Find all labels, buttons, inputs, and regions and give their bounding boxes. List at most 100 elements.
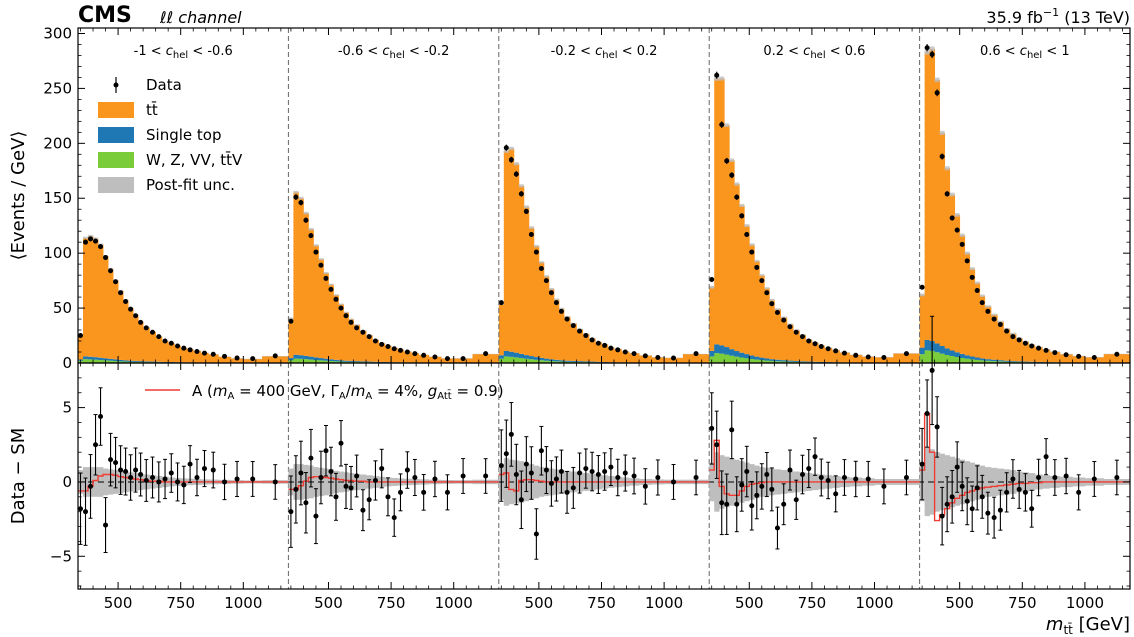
data-point <box>655 355 661 361</box>
data-point <box>759 278 765 284</box>
single_top-bar <box>997 360 1004 362</box>
data-point <box>954 464 960 470</box>
ewk-bar <box>764 360 770 363</box>
data-point <box>974 288 980 294</box>
data-point <box>118 290 124 296</box>
ewk-bar <box>714 353 720 363</box>
ewk-bar <box>774 361 781 363</box>
ttbar-bar <box>974 282 981 358</box>
data-point <box>498 463 504 469</box>
ttbar-bar <box>849 354 863 363</box>
data-point <box>979 494 985 500</box>
ttbar-bar <box>193 350 202 363</box>
ttbar-bar <box>749 244 755 356</box>
single_top-bar <box>558 360 565 362</box>
x-tick-label: 500 <box>314 594 343 612</box>
data-point <box>774 525 780 531</box>
ttbar-bar <box>168 343 175 363</box>
top-unc-band <box>724 123 730 128</box>
data-point <box>781 317 787 323</box>
data-point <box>1091 476 1097 482</box>
data-point <box>432 354 438 360</box>
data-point <box>853 476 859 482</box>
single_top-bar <box>328 359 334 362</box>
data-point <box>303 500 309 506</box>
data-point <box>118 467 124 473</box>
ttbar-bar <box>793 330 800 361</box>
ttbar-bar <box>498 303 505 356</box>
top-unc-band <box>984 305 991 308</box>
data-point <box>548 290 554 296</box>
post-fit-unc-band <box>714 452 720 512</box>
data-point <box>168 470 174 476</box>
ewk-bar <box>974 359 981 363</box>
data-point <box>564 316 570 322</box>
data-point <box>764 472 770 478</box>
single_top-bar <box>974 357 981 360</box>
data-point <box>372 477 378 483</box>
data-point <box>793 329 799 335</box>
data-point <box>272 479 278 485</box>
y-tick-label: 250 <box>43 79 72 97</box>
single_top-bar <box>1016 361 1023 363</box>
data-point <box>379 341 385 347</box>
data-point <box>985 510 991 516</box>
y-tick-label: 0 <box>62 473 72 491</box>
ttbar-bar <box>118 290 124 360</box>
ttbar-bar <box>811 342 819 362</box>
ttbar-bar <box>328 284 334 360</box>
ewk-bar <box>964 358 971 363</box>
ttbar-bar <box>861 356 875 363</box>
data-point <box>800 472 806 478</box>
data-point <box>421 489 427 495</box>
data-point <box>156 334 162 340</box>
single_top-bar <box>348 360 354 362</box>
data-point <box>103 522 109 528</box>
ewk-bar <box>749 359 755 363</box>
data-point <box>671 355 677 361</box>
lumi-exponent: −1 <box>1043 6 1059 19</box>
single_top-bar <box>1009 361 1017 362</box>
data-point <box>1091 355 1097 361</box>
data-point <box>558 308 564 314</box>
ttbar-bar <box>570 323 577 361</box>
data-point <box>642 353 648 359</box>
ttbar-bar <box>1049 351 1061 363</box>
ewk-bar <box>528 359 535 363</box>
data-point <box>354 325 360 331</box>
single_top-bar <box>538 357 545 361</box>
data-point <box>444 489 450 495</box>
data-point <box>729 172 735 178</box>
ttbar-bar <box>200 352 209 363</box>
single_top-bar <box>754 356 760 360</box>
ttbar-bar <box>839 352 850 363</box>
single_top-bar <box>288 358 294 361</box>
data-point <box>615 347 621 353</box>
ttbar-bar <box>1009 333 1017 362</box>
top-unc-band <box>759 274 765 277</box>
ttbar-bar <box>186 349 194 363</box>
top-unc-band <box>774 308 781 311</box>
single_top-bar <box>799 361 807 363</box>
ewk-bar <box>919 354 926 363</box>
ttbar-bar <box>744 225 750 355</box>
data-point <box>1022 489 1028 495</box>
single_top-bar <box>113 359 119 362</box>
ewk-bar <box>959 357 966 363</box>
data-point <box>924 45 930 51</box>
data-point <box>709 425 715 431</box>
x-tick-label: 500 <box>945 594 974 612</box>
single_top-bar <box>93 357 99 360</box>
ewk-bar <box>88 359 94 363</box>
data-point <box>88 236 94 242</box>
top-unc-band <box>533 244 539 248</box>
ttbar-bar <box>969 268 976 357</box>
ttbar-bar <box>739 205 745 353</box>
ttbar-bar <box>607 347 615 363</box>
top-legend: Data tt̄ Single top W, Z, VV, tt̄V Post-fit … <box>98 76 243 194</box>
ewk-bar <box>518 358 525 363</box>
legend-swatch <box>98 152 134 168</box>
single_top-bar <box>769 359 775 361</box>
single_top-bar <box>1028 361 1036 363</box>
data-point <box>338 305 344 311</box>
